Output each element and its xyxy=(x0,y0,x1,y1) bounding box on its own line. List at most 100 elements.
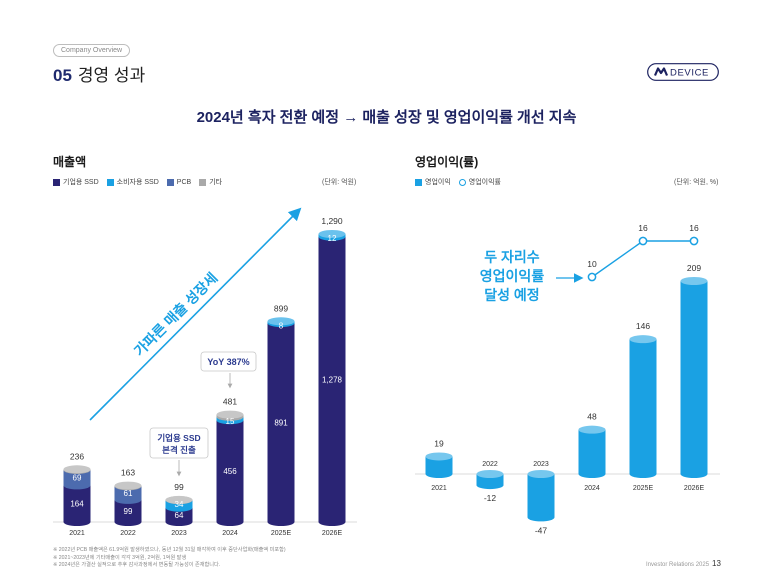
profit-body-2025E xyxy=(629,339,657,474)
revenue-seg-0-2025E xyxy=(267,323,295,522)
entry-callout-box xyxy=(149,427,209,459)
revenue-seg-base-1-2023 xyxy=(165,503,193,512)
profit-value-2025E: 146 xyxy=(636,321,650,331)
section-tag: Company Overview xyxy=(53,44,131,57)
revenue-seg-base-0-2026E xyxy=(318,518,346,526)
page-title: 05 경영 성과 xyxy=(53,61,145,86)
profit-bar-2024: 48 2024 xyxy=(578,412,606,492)
revenue-unit: (단위: 억원) xyxy=(322,179,357,186)
revenue-xtick-2024: 2024 xyxy=(222,530,238,537)
profit-legend: 영업이익 영업이익률 xyxy=(415,177,509,187)
revenue-seg-base-0-2022 xyxy=(114,518,142,526)
profit-value-2023: -47 xyxy=(535,525,548,535)
entry-callout-line1: 기업용 SSD xyxy=(157,433,200,443)
revenue-total-2022: 163 xyxy=(121,468,135,478)
footnote-2: ※ 2021~2023년에 기타매출이 각각 3억원, 2억원, 1억원 발생 xyxy=(53,554,187,561)
profit-cap-2022 xyxy=(476,470,504,478)
revenue-xtick-2025E: 2025E xyxy=(271,530,292,537)
revenue-cap-2024 xyxy=(216,410,244,419)
section-number: 05 xyxy=(53,66,72,85)
revenue-seg-0-2024 xyxy=(216,420,244,522)
revenue-seg-0-2022 xyxy=(114,499,142,522)
margin-callout-line-1: 두 자리수 xyxy=(484,249,540,265)
revenue-legend: 기업용 SSD 소비자용 SSD PCB 기타 xyxy=(53,177,230,187)
revenue-xtick-2026E: 2026E xyxy=(322,530,343,537)
profit-cap-2024 xyxy=(578,425,606,434)
margin-label-2024: 10 xyxy=(587,259,597,269)
profit-xtick-2025E: 2025E xyxy=(633,485,654,492)
profit-base-2025E xyxy=(629,470,657,478)
legend-pcb: PCB xyxy=(166,178,191,186)
profit-bar-2025E: 146 2025E xyxy=(629,321,657,492)
growth-arrow-label: 가파른 매출 성장세 xyxy=(131,269,221,359)
revenue-xtick-2023: 2023 xyxy=(171,530,187,537)
revenue-cap-2025E xyxy=(267,317,295,326)
margin-point-2026E xyxy=(689,236,699,246)
section-name: 경영 성과 xyxy=(77,66,146,85)
entry-callout: 기업용 SSD 본격 진출 xyxy=(149,427,209,477)
revenue-seg-base-0-2024 xyxy=(216,518,244,526)
revenue-title: 매출액 xyxy=(53,155,87,169)
entry-callout-line2: 본격 진출 xyxy=(162,445,196,455)
revenue-seg-label-1-2024: 15 xyxy=(226,417,235,426)
profit-body-2022 xyxy=(476,474,504,486)
legend-enterprise-ssd: 기업용 SSD xyxy=(53,177,99,187)
profit-bar-2021: 19 2021 xyxy=(425,438,453,492)
revenue-seg-label-0-2024: 456 xyxy=(223,467,237,476)
footer-label: Investor Relations 2025 xyxy=(646,562,710,568)
revenue-seg-2-2021 xyxy=(63,469,91,486)
profit-base-2021 xyxy=(425,470,453,478)
footnote-3: ※ 2024년은 가결산 실적으로 추후 감사과정에서 변동될 가능성이 존재합… xyxy=(53,562,221,568)
margin-line-series: 10 16 16 xyxy=(587,223,699,282)
profit-base-2023 xyxy=(527,513,555,522)
revenue-cap-2026E xyxy=(318,230,346,238)
profit-body-2023 xyxy=(527,474,555,518)
profit-value-2024: 48 xyxy=(587,412,597,422)
profit-bar-2026E: 209 2026E xyxy=(680,263,708,492)
revenue-total-2023: 99 xyxy=(174,482,184,492)
profit-cap-2026E xyxy=(680,277,708,285)
revenue-seg-label-0-2026E: 1,278 xyxy=(322,375,343,384)
revenue-total-2026E: 1,290 xyxy=(321,216,343,226)
margin-label-2025E: 16 xyxy=(638,223,648,233)
revenue-seg-base-2-2021 xyxy=(63,481,91,490)
yoy-callout-text: YoY 387% xyxy=(207,357,249,367)
revenue-seg-base-0-2025E xyxy=(267,518,295,526)
profit-xtick-2023: 2023 xyxy=(533,461,549,468)
revenue-seg-base-0-2023 xyxy=(165,518,193,526)
revenue-seg-0-2021 xyxy=(63,485,91,522)
revenue-seg-base-0-2021 xyxy=(63,518,91,526)
revenue-bar-2021: 164 69 236 2021 xyxy=(63,451,91,537)
margin-point-2025E xyxy=(638,236,648,246)
revenue-cap-2021 xyxy=(63,465,91,474)
margin-line xyxy=(591,240,694,278)
revenue-cap-2022 xyxy=(114,481,142,490)
profit-body-2026E xyxy=(680,281,708,474)
company-logo: DEVICE xyxy=(647,63,719,81)
footer: Investor Relations 2025 13 xyxy=(646,559,721,568)
revenue-seg-label-1-2026E: 12 xyxy=(328,234,337,243)
revenue-seg-base-2-2022 xyxy=(114,495,142,504)
revenue-bar-2026E: 1,278 12 1,290 2026E xyxy=(318,216,346,537)
profit-value-2021: 19 xyxy=(434,438,444,448)
legend-operating-profit: 영업이익 xyxy=(415,177,451,187)
profit-base-2022 xyxy=(476,481,504,490)
revenue-total-2021: 236 xyxy=(70,451,84,461)
yoy-callout-box xyxy=(200,351,257,372)
revenue-xtick-2022: 2022 xyxy=(120,530,136,537)
revenue-seg-label-0-2021: 164 xyxy=(70,500,84,509)
revenue-total-2024: 481 xyxy=(223,397,237,407)
legend-operating-margin: 영업이익률 xyxy=(458,177,501,187)
profit-value-2026E: 209 xyxy=(687,263,701,273)
revenue-xtick-2021: 2021 xyxy=(69,530,85,537)
growth-arrow xyxy=(89,207,302,421)
footnotes: ※ 2022년 PCB 매출액은 61.9억원 발생하였으나, 동년 12월 3… xyxy=(53,547,286,570)
revenue-seg-label-1-2023: 34 xyxy=(175,500,184,509)
revenue-seg-0-2026E xyxy=(318,236,346,522)
profit-body-2021 xyxy=(425,456,453,474)
margin-callout-line-2: 영업이익률 xyxy=(480,268,545,284)
headline: 2024년 흑자 전환 예정 → 매출 성장 및 영업이익률 개선 지속 xyxy=(196,109,577,126)
revenue-bar-2024: 456 15 481 2024 xyxy=(216,397,244,537)
